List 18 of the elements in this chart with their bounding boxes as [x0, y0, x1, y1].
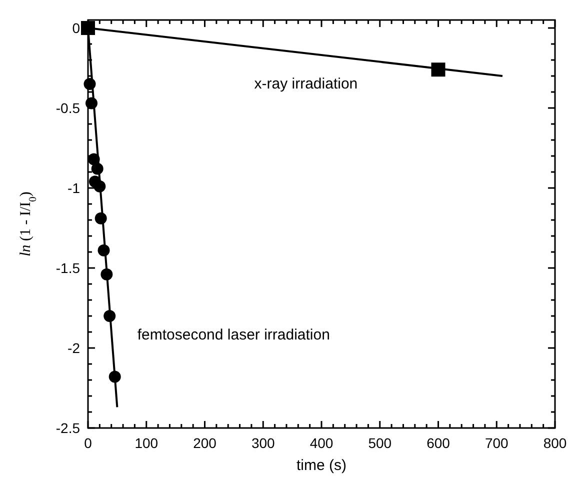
x-tick-label: 200 — [193, 435, 217, 451]
x-tick-label: 800 — [543, 435, 567, 451]
x-tick-label: 700 — [484, 435, 509, 451]
x-tick-label: 600 — [426, 435, 450, 451]
annotation: x-ray irradiation — [254, 75, 358, 92]
x-tick-label: 400 — [310, 435, 334, 451]
y-tick-label: 0 — [72, 20, 80, 36]
y-tick-label: -1 — [68, 180, 80, 196]
x-axis-title: time (s) — [296, 457, 346, 474]
x-tick-label: 100 — [134, 435, 158, 451]
x-tick-label: 0 — [84, 435, 92, 451]
y-tick-label: -0.5 — [56, 100, 80, 116]
y-tick-label: -2 — [68, 340, 80, 356]
y-tick-label: -2.5 — [56, 420, 80, 436]
x-tick-label: 300 — [251, 435, 276, 451]
x-tick-label: 500 — [368, 435, 392, 451]
y-tick-label: -1.5 — [56, 260, 80, 276]
annotation: femtosecond laser irradiation — [137, 326, 330, 344]
